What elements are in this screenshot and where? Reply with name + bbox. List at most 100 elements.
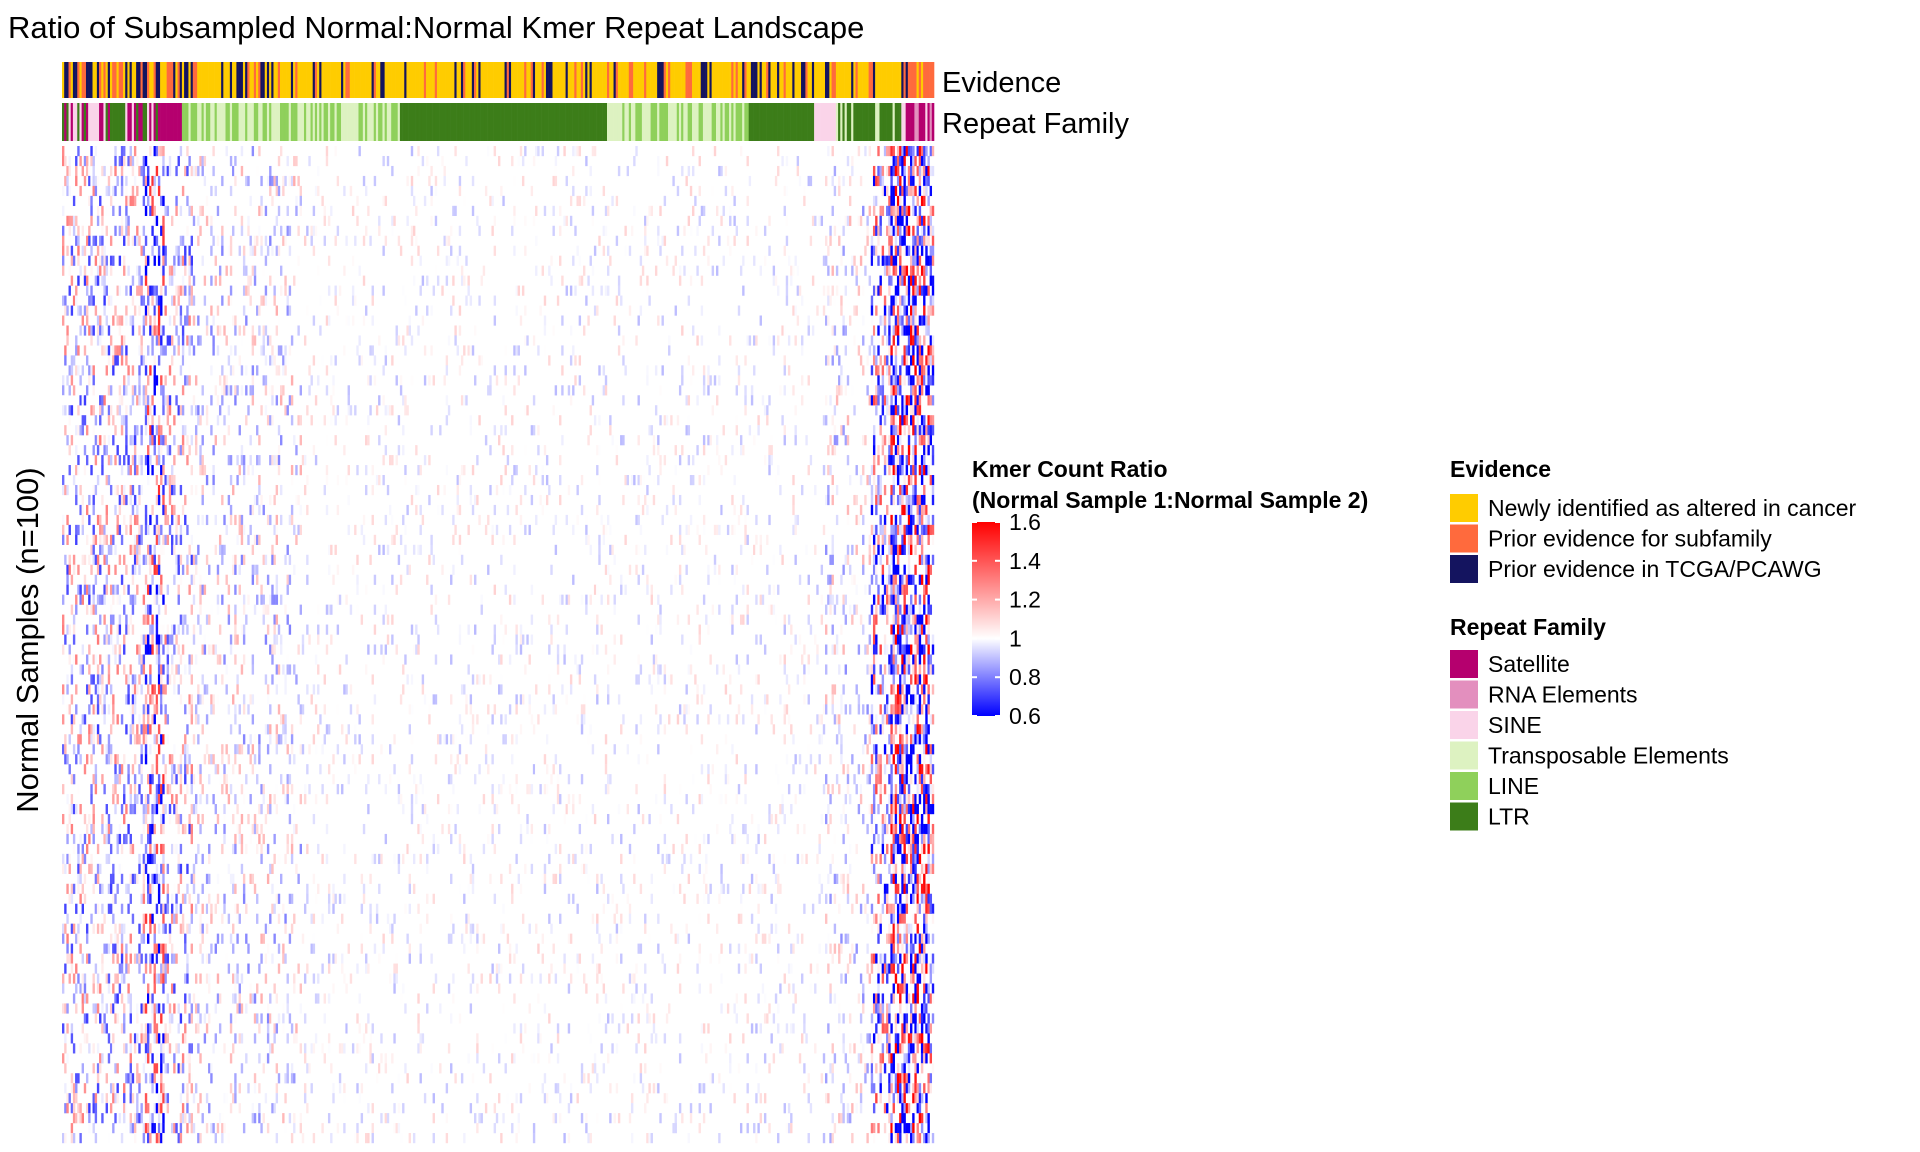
heatmap-cell bbox=[125, 345, 128, 356]
heatmap-cell bbox=[140, 724, 143, 735]
heatmap-cell bbox=[258, 1113, 261, 1124]
heatmap-cell bbox=[66, 305, 69, 316]
heatmap-cell bbox=[240, 365, 244, 376]
heatmap-cell bbox=[458, 504, 462, 516]
heatmap-cell bbox=[325, 315, 329, 326]
repeat-family-cell bbox=[125, 103, 128, 141]
heatmap-cell bbox=[164, 1023, 167, 1034]
heatmap-cell bbox=[70, 1123, 74, 1134]
heatmap-cell bbox=[107, 435, 111, 446]
heatmap-cell bbox=[258, 804, 261, 815]
heatmap-cell bbox=[149, 694, 152, 705]
evidence-cell bbox=[753, 62, 756, 98]
heatmap-cell bbox=[502, 923, 505, 934]
heatmap-cell bbox=[131, 235, 135, 246]
heatmap-cell bbox=[118, 554, 122, 565]
heatmap-cell bbox=[160, 345, 163, 356]
evidence-cell bbox=[630, 62, 634, 98]
heatmap-cell bbox=[118, 923, 122, 934]
heatmap-cell bbox=[234, 754, 237, 765]
heatmap-cell bbox=[393, 215, 396, 226]
heatmap-cell bbox=[107, 185, 111, 197]
heatmap-cell bbox=[197, 694, 200, 705]
heatmap-cell bbox=[317, 375, 320, 386]
heatmap-cell bbox=[116, 175, 119, 187]
heatmap-cell bbox=[70, 694, 74, 705]
heatmap-cell bbox=[312, 813, 316, 825]
heatmap-cell bbox=[192, 804, 196, 815]
heatmap-cell bbox=[77, 1113, 80, 1124]
heatmap-cell bbox=[236, 385, 239, 396]
heatmap-cell bbox=[421, 315, 425, 326]
heatmap-cell bbox=[186, 305, 189, 316]
heatmap-cell bbox=[92, 654, 95, 665]
heatmap-cell bbox=[478, 764, 481, 775]
heatmap-cell bbox=[445, 1133, 449, 1144]
heatmap-cell bbox=[404, 524, 407, 536]
heatmap-cell bbox=[251, 564, 255, 575]
repeat-family-cell bbox=[877, 103, 880, 141]
heatmap-cell bbox=[155, 146, 159, 157]
heatmap-cell bbox=[308, 784, 311, 795]
evidence-cell bbox=[846, 62, 850, 98]
heatmap-cell bbox=[280, 714, 283, 725]
heatmap-cell bbox=[277, 963, 281, 974]
heatmap-cell bbox=[103, 255, 106, 266]
heatmap-cell bbox=[199, 455, 202, 466]
heatmap-cell bbox=[432, 1113, 435, 1124]
heatmap-cell bbox=[112, 345, 115, 356]
heatmap-cell bbox=[408, 903, 411, 914]
heatmap-cell bbox=[227, 614, 231, 625]
heatmap-cell bbox=[360, 355, 364, 366]
heatmap-cell bbox=[144, 355, 148, 366]
heatmap-cell bbox=[166, 1033, 170, 1044]
heatmap-cell bbox=[112, 205, 115, 216]
heatmap-cell bbox=[441, 564, 444, 575]
heatmap-cell bbox=[179, 574, 183, 585]
heatmap-cell bbox=[214, 385, 217, 396]
repeat-family-cell bbox=[851, 103, 854, 141]
heatmap-cell bbox=[164, 774, 167, 785]
heatmap-cell bbox=[330, 544, 333, 555]
heatmap-cell bbox=[114, 504, 117, 516]
heatmap-cell bbox=[127, 195, 130, 207]
heatmap-cell bbox=[210, 1063, 213, 1074]
heatmap-cell bbox=[378, 225, 381, 236]
evidence-cell bbox=[164, 62, 167, 98]
heatmap-cell bbox=[317, 664, 320, 675]
heatmap-cell bbox=[260, 235, 263, 246]
heatmap-cell bbox=[325, 604, 329, 615]
heatmap-cell bbox=[467, 963, 470, 974]
heatmap-cell bbox=[127, 235, 130, 246]
heatmap-cell bbox=[417, 544, 420, 555]
heatmap-cell bbox=[482, 265, 486, 276]
heatmap-cell bbox=[236, 684, 239, 695]
heatmap-cell bbox=[90, 794, 93, 805]
heatmap-cell bbox=[371, 714, 374, 725]
heatmap-cell bbox=[157, 674, 161, 685]
heatmap-cell bbox=[266, 415, 270, 426]
heatmap-cell bbox=[177, 1003, 180, 1014]
heatmap-cell bbox=[205, 614, 209, 625]
heatmap-cell bbox=[214, 544, 217, 555]
evidence-cell bbox=[589, 62, 593, 98]
heatmap-cell bbox=[149, 744, 152, 755]
repeat-family-cell bbox=[266, 103, 270, 141]
heatmap-cell bbox=[258, 475, 261, 486]
heatmap-cell bbox=[271, 1013, 274, 1024]
heatmap-cell bbox=[75, 684, 78, 695]
evidence-cell bbox=[129, 62, 133, 98]
heatmap-cell bbox=[275, 1083, 279, 1094]
heatmap-cell bbox=[327, 993, 331, 1004]
heatmap-cell bbox=[256, 365, 259, 376]
heatmap-cell bbox=[380, 1033, 383, 1044]
heatmap-cell bbox=[347, 494, 350, 506]
heatmap-cell bbox=[131, 664, 135, 675]
heatmap-cell bbox=[125, 315, 128, 326]
evidence-cell bbox=[192, 62, 196, 98]
heatmap-cell bbox=[140, 744, 143, 755]
heatmap-cell bbox=[96, 704, 100, 715]
heatmap-cell bbox=[297, 873, 300, 884]
heatmap-cell bbox=[162, 1093, 165, 1104]
heatmap-cell bbox=[83, 893, 87, 904]
